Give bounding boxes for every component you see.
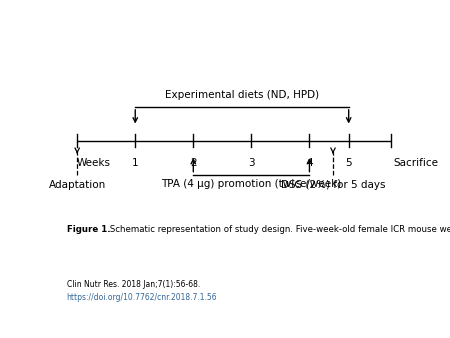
Text: DSS (2%) for 5 days: DSS (2%) for 5 days xyxy=(281,180,385,190)
Text: Weeks: Weeks xyxy=(76,158,111,168)
Text: https://doi.org/10.7762/cnr.2018.7.1.56: https://doi.org/10.7762/cnr.2018.7.1.56 xyxy=(67,293,217,302)
Text: 4: 4 xyxy=(306,158,313,168)
Text: Sacrifice: Sacrifice xyxy=(394,158,439,168)
Text: TPA (4 μg) promotion (twice/week): TPA (4 μg) promotion (twice/week) xyxy=(161,179,342,189)
Text: Experimental diets (ND, HPD): Experimental diets (ND, HPD) xyxy=(165,91,319,100)
Text: Adaptation: Adaptation xyxy=(49,180,106,190)
Text: Clin Nutr Res. 2018 Jan;7(1):56-68.: Clin Nutr Res. 2018 Jan;7(1):56-68. xyxy=(67,280,200,289)
Text: Figure 1.: Figure 1. xyxy=(67,225,110,234)
Text: 2: 2 xyxy=(190,158,197,168)
Text: 3: 3 xyxy=(248,158,255,168)
Text: Schematic representation of study design. Five-week-old female ICR mouse were ac: Schematic representation of study design… xyxy=(107,225,450,234)
Text: 1: 1 xyxy=(132,158,139,168)
Text: 5: 5 xyxy=(345,158,352,168)
